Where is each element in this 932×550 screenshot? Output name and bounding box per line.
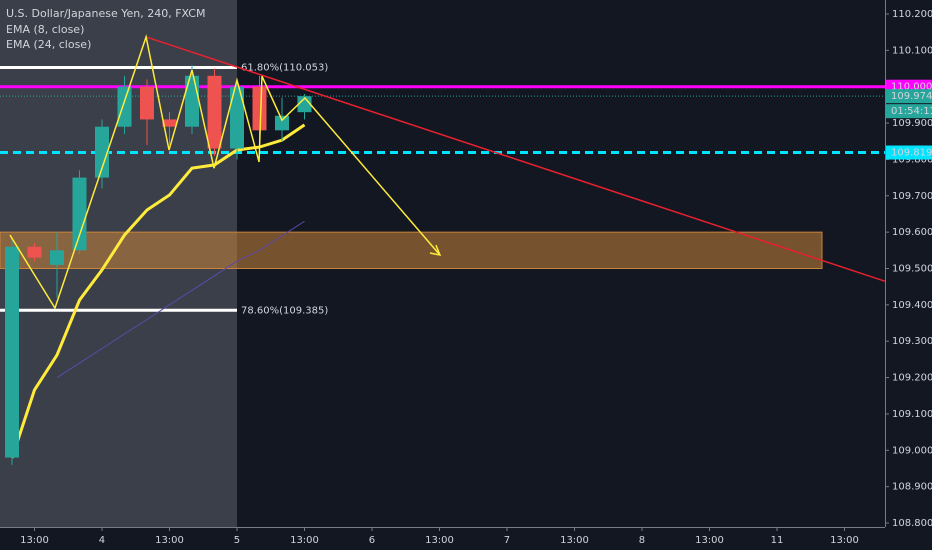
price-label-box xyxy=(886,145,932,160)
x-tick-label: 13:00 xyxy=(155,535,184,546)
candle-body xyxy=(207,75,222,149)
y-tick-label: 109.400 xyxy=(892,300,932,311)
price-label: 110.000 xyxy=(891,82,932,93)
x-tick-label: 7 xyxy=(504,535,510,546)
legend-entry: EMA (8, close) xyxy=(6,23,84,36)
axes: 110.200 110.100 110.000 109.900 109.800 109.7… xyxy=(20,9,932,546)
x-tick-label: 13:00 xyxy=(425,535,454,546)
fib-label: 78.60%(109.385) xyxy=(241,305,328,316)
y-tick-label: 109.300 xyxy=(892,336,932,347)
y-tick-label: 109.500 xyxy=(892,263,932,274)
candle-body xyxy=(4,246,19,458)
trendline xyxy=(145,36,885,283)
y-tick-label: 108.800 xyxy=(892,518,932,529)
y-tick-label: 110.200 xyxy=(892,9,932,20)
candle-body xyxy=(139,86,154,120)
candle-body xyxy=(229,86,244,149)
x-tick-label: 13:00 xyxy=(20,535,49,546)
y-tick-label: 109.200 xyxy=(892,373,932,384)
x-tick-label: 13:00 xyxy=(830,535,859,546)
y-tick-label: 109.100 xyxy=(892,409,932,420)
plot-area: 61.80%(110.053) 78.60%(109.385) xyxy=(0,34,885,465)
x-tick-label: 4 xyxy=(99,535,105,546)
pattern-line xyxy=(9,34,441,310)
price-label-box xyxy=(886,89,932,104)
x-tick-label: 13:00 xyxy=(560,535,589,546)
ema-line xyxy=(56,220,305,378)
y-tick-label: 109.000 xyxy=(892,445,932,456)
x-tick-label: 8 xyxy=(639,535,645,546)
price-label: 109.974 xyxy=(891,91,932,102)
candle-body xyxy=(27,246,42,258)
arrow-head xyxy=(429,244,442,257)
candle-body xyxy=(274,115,289,131)
x-tick-label: 5 xyxy=(234,535,240,546)
y-tick-label: 109.600 xyxy=(892,227,932,238)
y-tick-label: 110.100 xyxy=(892,45,932,56)
candle-body xyxy=(49,250,64,265)
legend-entry: EMA (24, close) xyxy=(6,38,91,51)
candle-body xyxy=(162,119,177,127)
countdown-box xyxy=(886,104,932,119)
chart-title: U.S. Dollar/Japanese Yen, 240, FXCM xyxy=(6,7,205,20)
x-tick-label: 13:00 xyxy=(290,535,319,546)
candle-body xyxy=(72,177,87,251)
countdown-label: 01:54:11 xyxy=(891,106,932,117)
y-tick-label: 109.700 xyxy=(892,191,932,202)
candle-body xyxy=(297,96,312,113)
x-tick-label: 11 xyxy=(771,535,784,546)
zone xyxy=(0,231,823,269)
x-tick-label: 6 xyxy=(369,535,375,546)
y-tick-label: 109.800 xyxy=(892,154,932,165)
candle-body xyxy=(117,86,132,127)
y-tick-label: 108.900 xyxy=(892,482,932,493)
price-label: 109.819 xyxy=(891,148,932,159)
candle-body xyxy=(184,75,199,127)
candle-body xyxy=(94,126,109,178)
y-tick-label: 109.900 xyxy=(892,118,932,129)
fib-label: 61.80%(110.053) xyxy=(241,62,328,73)
x-tick-label: 13:00 xyxy=(695,535,724,546)
candle-body xyxy=(252,86,267,131)
